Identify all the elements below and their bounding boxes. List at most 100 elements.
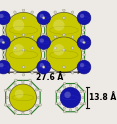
Circle shape	[13, 44, 24, 56]
Circle shape	[77, 36, 91, 49]
Circle shape	[4, 89, 7, 92]
Circle shape	[71, 36, 74, 38]
Circle shape	[71, 11, 74, 14]
Circle shape	[43, 49, 46, 52]
Circle shape	[78, 41, 81, 44]
Circle shape	[53, 44, 65, 56]
Circle shape	[57, 96, 59, 99]
Circle shape	[63, 9, 65, 12]
Circle shape	[75, 86, 78, 88]
Circle shape	[69, 109, 72, 111]
Circle shape	[55, 91, 58, 93]
Circle shape	[6, 12, 41, 48]
Circle shape	[0, 63, 4, 67]
Circle shape	[63, 86, 66, 88]
Circle shape	[59, 103, 61, 105]
Circle shape	[80, 90, 82, 93]
Circle shape	[7, 41, 9, 44]
Circle shape	[30, 110, 32, 112]
Circle shape	[63, 49, 65, 51]
Circle shape	[37, 11, 51, 25]
Circle shape	[54, 11, 57, 14]
Circle shape	[38, 66, 40, 68]
Circle shape	[31, 71, 33, 74]
Circle shape	[14, 71, 16, 74]
Circle shape	[0, 60, 10, 74]
Circle shape	[78, 66, 81, 68]
Circle shape	[42, 24, 44, 27]
Circle shape	[47, 41, 49, 44]
Circle shape	[9, 84, 37, 111]
Circle shape	[22, 17, 25, 19]
Circle shape	[14, 79, 17, 82]
Circle shape	[82, 49, 85, 52]
Circle shape	[2, 54, 5, 56]
Circle shape	[39, 103, 42, 106]
Circle shape	[83, 91, 86, 93]
Circle shape	[35, 104, 38, 107]
Circle shape	[75, 82, 77, 85]
Circle shape	[80, 14, 84, 18]
Circle shape	[75, 107, 78, 109]
Circle shape	[22, 66, 25, 68]
Circle shape	[3, 58, 5, 61]
Circle shape	[77, 60, 91, 74]
Circle shape	[46, 37, 82, 73]
Circle shape	[14, 36, 16, 38]
Circle shape	[40, 38, 44, 43]
Circle shape	[40, 14, 44, 18]
Circle shape	[82, 24, 85, 27]
Circle shape	[0, 14, 4, 18]
Circle shape	[77, 11, 91, 25]
Circle shape	[63, 34, 65, 36]
Circle shape	[14, 83, 16, 85]
Circle shape	[35, 89, 38, 91]
Circle shape	[2, 41, 5, 44]
Circle shape	[42, 49, 44, 52]
Circle shape	[43, 24, 46, 27]
Circle shape	[2, 29, 5, 31]
Circle shape	[3, 33, 5, 36]
Circle shape	[82, 96, 84, 99]
Circle shape	[22, 49, 25, 51]
Circle shape	[37, 96, 40, 99]
Circle shape	[22, 34, 25, 36]
Circle shape	[71, 71, 74, 74]
Circle shape	[31, 36, 33, 38]
Circle shape	[78, 41, 81, 44]
Circle shape	[63, 111, 66, 113]
Circle shape	[82, 33, 85, 36]
Circle shape	[42, 17, 45, 19]
Circle shape	[42, 58, 44, 61]
Circle shape	[38, 41, 40, 44]
Circle shape	[54, 47, 57, 49]
Circle shape	[47, 16, 49, 19]
Circle shape	[42, 66, 45, 68]
Circle shape	[31, 11, 33, 14]
Circle shape	[6, 37, 41, 73]
Circle shape	[7, 41, 9, 44]
Circle shape	[71, 47, 74, 49]
Circle shape	[83, 102, 86, 105]
Circle shape	[22, 112, 24, 115]
Circle shape	[30, 83, 32, 85]
Text: 27.6 Å: 27.6 Å	[36, 73, 63, 82]
Circle shape	[63, 66, 65, 68]
Circle shape	[7, 16, 9, 19]
Circle shape	[6, 96, 8, 99]
Bar	[3, 18, 84, 67]
Circle shape	[42, 33, 44, 36]
Circle shape	[47, 41, 49, 44]
Circle shape	[40, 63, 44, 67]
Circle shape	[3, 49, 5, 52]
Circle shape	[59, 90, 61, 93]
Circle shape	[78, 16, 81, 19]
Circle shape	[0, 11, 10, 25]
Circle shape	[7, 66, 9, 68]
Circle shape	[0, 36, 10, 49]
Circle shape	[29, 79, 31, 82]
Circle shape	[22, 81, 24, 83]
Circle shape	[64, 92, 71, 98]
Circle shape	[83, 54, 85, 56]
Circle shape	[53, 19, 65, 31]
